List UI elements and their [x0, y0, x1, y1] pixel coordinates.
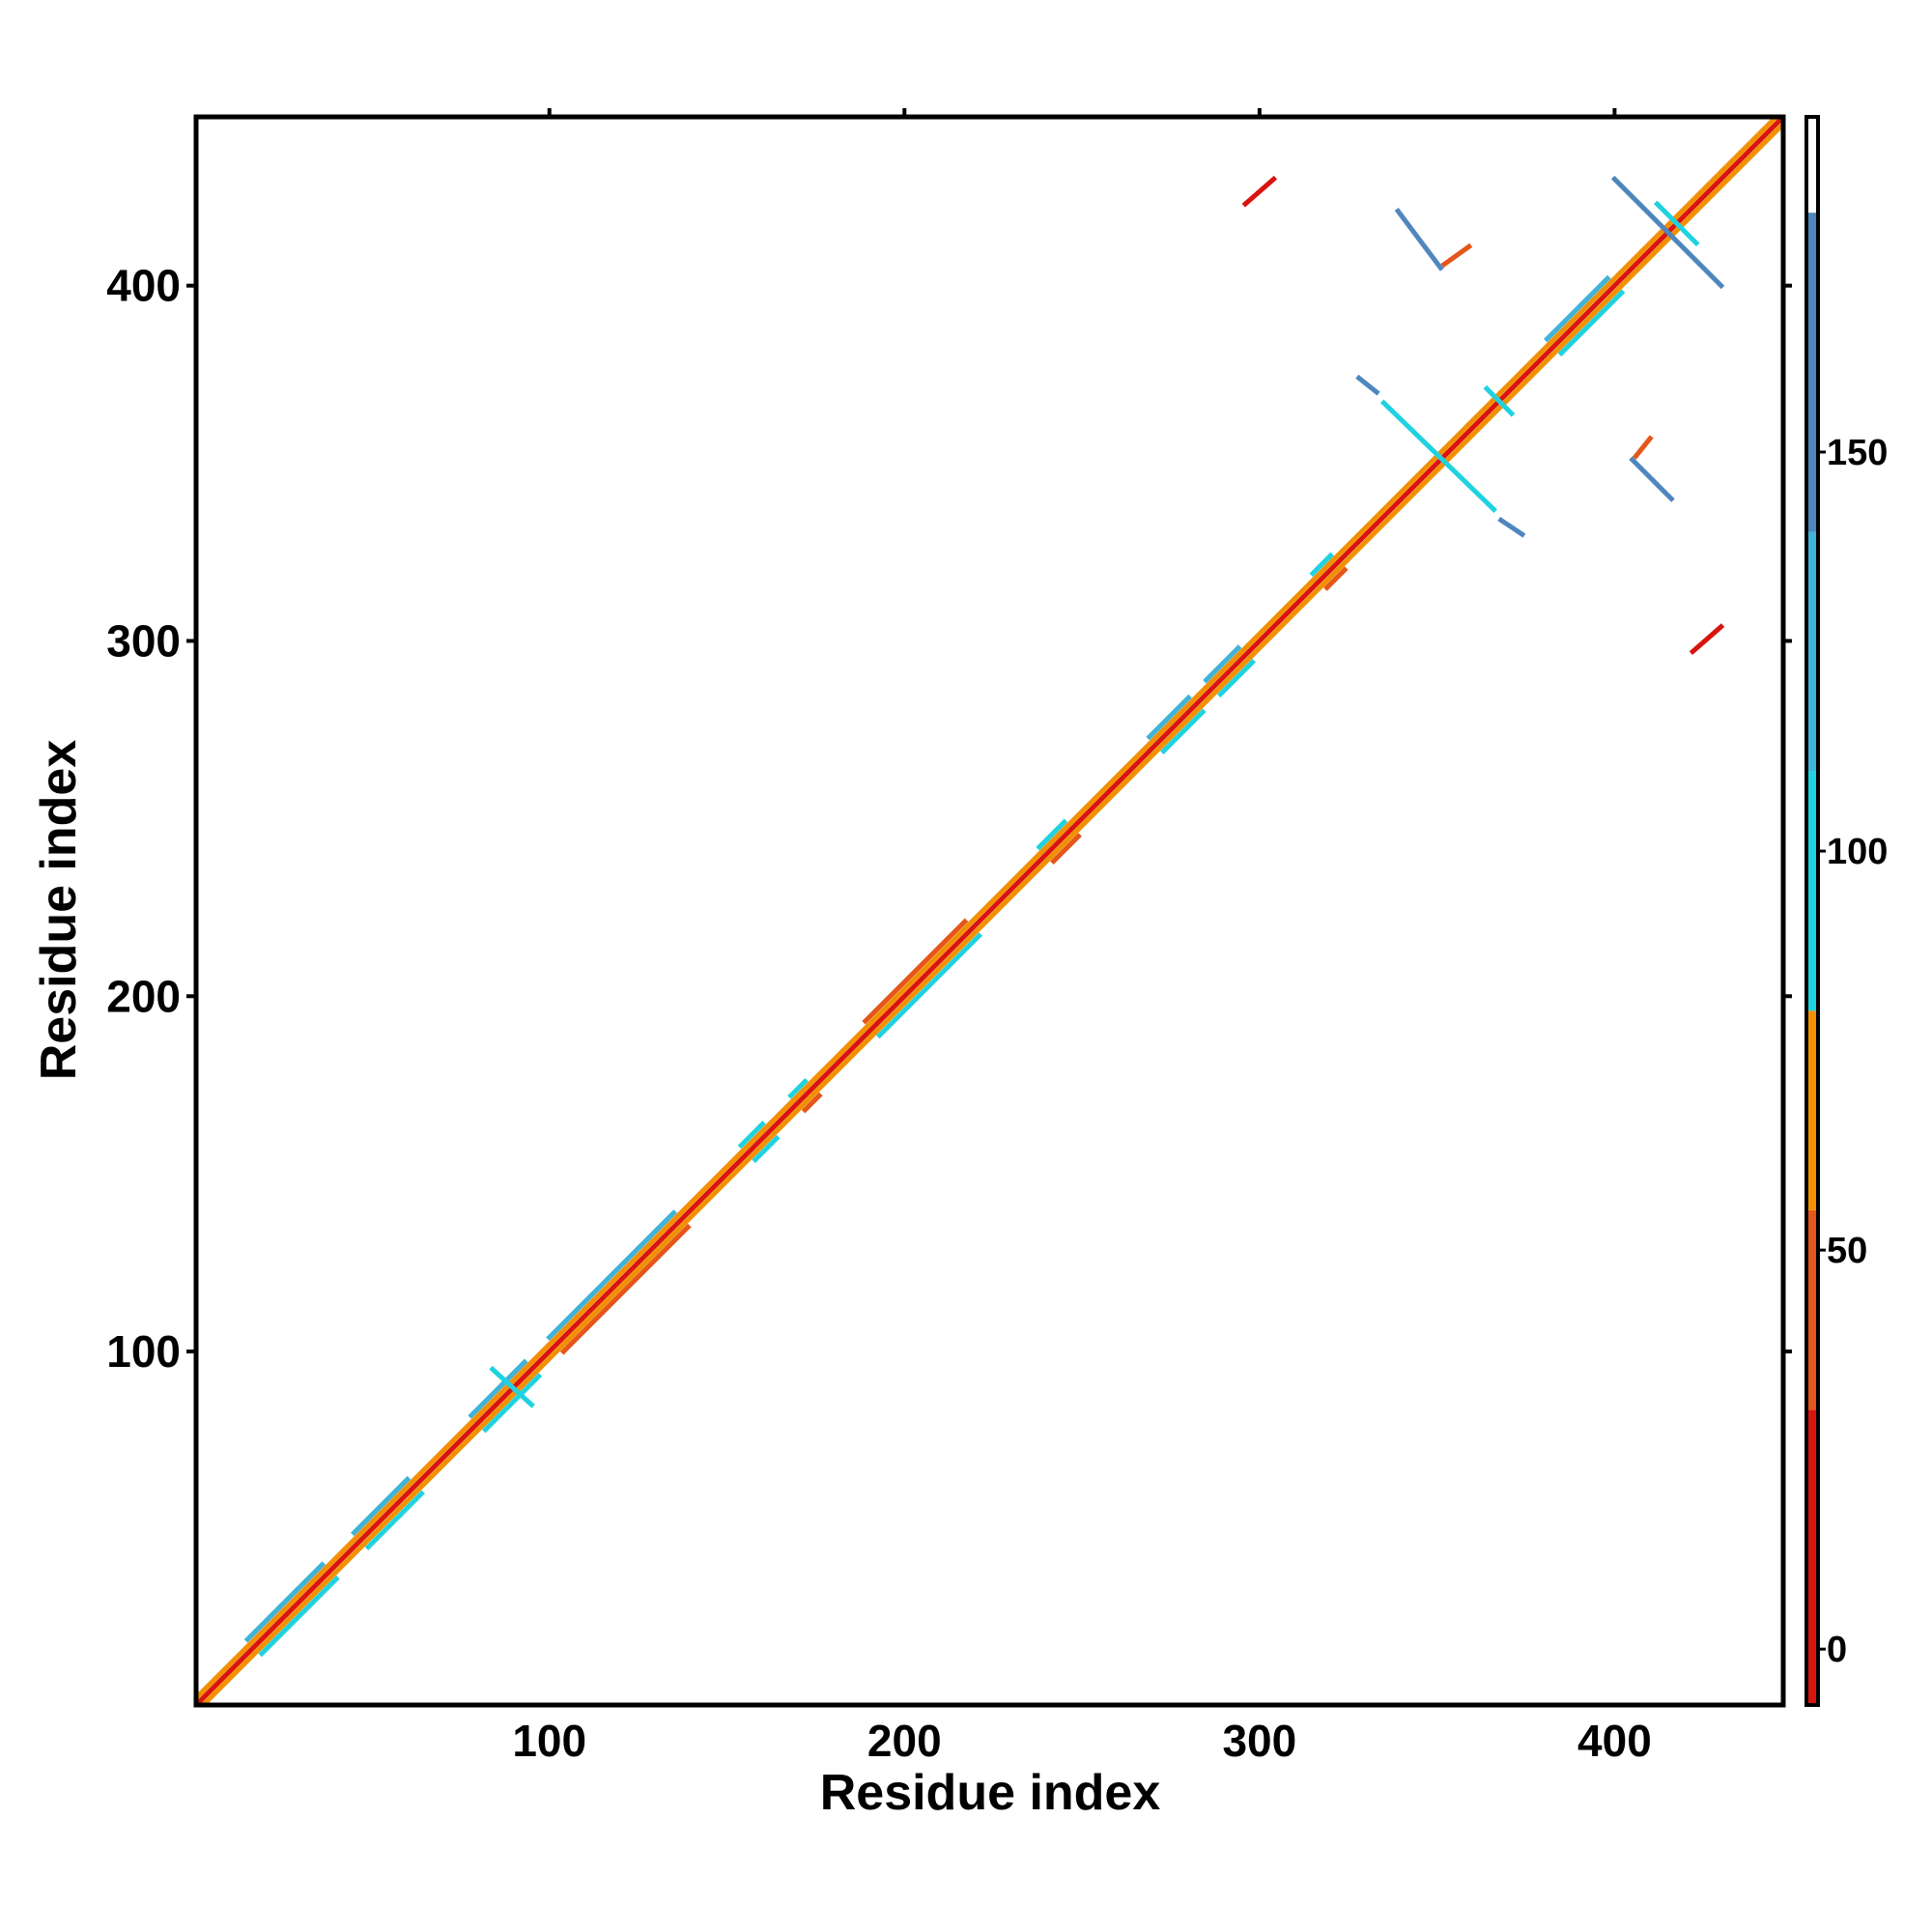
contact-segment	[546, 1209, 677, 1341]
colorbar-tick-label: 0	[1827, 1630, 1847, 1670]
contact-segment	[1610, 175, 1725, 290]
contact-segment	[1440, 242, 1473, 269]
contact-segment	[1629, 456, 1675, 502]
contact-segment	[787, 1078, 809, 1099]
contact-segment	[862, 918, 969, 1025]
contact-segment	[1146, 694, 1192, 741]
contact-segment	[364, 1490, 425, 1550]
contact-segment	[737, 1121, 766, 1150]
colorbar-band	[1806, 1010, 1818, 1210]
colorbar-band	[1806, 1409, 1818, 1705]
y-tick-label: 300	[106, 615, 181, 666]
colorbar-tick-label: 100	[1827, 832, 1888, 872]
plot-frame	[193, 114, 1786, 1708]
contact-segment	[1203, 644, 1242, 684]
contact-segment	[489, 1365, 535, 1408]
contact-segment	[1689, 623, 1725, 656]
contact-segment	[1323, 566, 1349, 591]
contact-segment	[752, 1134, 781, 1163]
contact-segment	[1497, 516, 1526, 538]
x-tick-label: 400	[1577, 1716, 1652, 1766]
x-axis-title: Residue index	[820, 1765, 1161, 1821]
contact-segment	[1394, 207, 1444, 271]
contact-segment	[1241, 175, 1278, 208]
contact-segment	[559, 1223, 692, 1355]
contact-segment	[1355, 374, 1380, 396]
contact-segment	[801, 1092, 823, 1114]
contact-segment	[194, 115, 1785, 1707]
x-tick-label: 300	[1222, 1716, 1296, 1766]
contact-segment	[1160, 708, 1207, 755]
colorbar-band	[1806, 531, 1818, 772]
plot-area	[194, 115, 1785, 1707]
contact-segment	[1653, 200, 1700, 247]
contact-segment	[1309, 552, 1334, 578]
y-tick-label: 400	[106, 261, 181, 311]
y-axis-title: Residue index	[31, 740, 87, 1081]
x-tick-label: 100	[512, 1716, 586, 1766]
contact-segment	[1379, 399, 1497, 513]
contact-segment	[1483, 384, 1516, 417]
contact-segment	[1632, 435, 1654, 460]
contact-segment	[482, 1373, 543, 1434]
y-tick-label: 200	[106, 971, 181, 1021]
contact-segment	[1036, 818, 1068, 851]
contact-segment	[258, 1575, 340, 1658]
contact-segment	[1050, 833, 1082, 866]
contact-segment	[876, 932, 983, 1039]
colorbar-band	[1806, 771, 1818, 1011]
contact-segment	[1216, 659, 1257, 698]
contact-segment	[351, 1475, 412, 1537]
colorbar-tick-label: 150	[1827, 433, 1888, 473]
contact-segment	[1557, 289, 1626, 357]
contact-segment	[194, 115, 1778, 1700]
contact-segment	[201, 122, 1785, 1707]
colorbar-band	[1806, 1209, 1818, 1410]
colorbar-tick-label: 50	[1827, 1231, 1867, 1271]
contact-segment	[243, 1561, 327, 1643]
x-tick-label: 200	[867, 1716, 942, 1766]
colorbar-frame	[1804, 115, 1820, 1707]
colorbar-band	[1806, 213, 1818, 532]
colorbar-band	[1806, 117, 1818, 213]
contact-segment	[1544, 274, 1611, 343]
contact-segment	[468, 1358, 528, 1419]
y-tick-label: 100	[106, 1326, 181, 1377]
